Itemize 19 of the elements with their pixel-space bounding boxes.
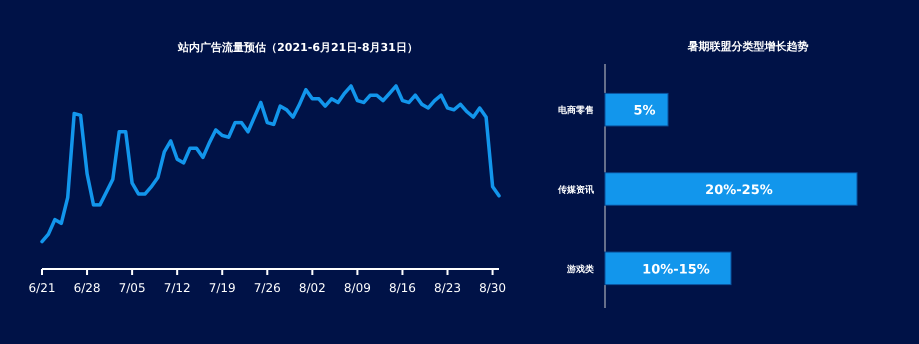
x-tick-label: 8/09 [344,281,371,295]
x-tick-label: 8/30 [479,281,506,295]
chart-title: 暑期联盟分类型增长趋势 [686,40,808,53]
x-tick-label: 8/02 [298,281,326,295]
x-tick-label: 7/05 [118,281,146,295]
data-label: 20%-25% [705,183,773,198]
x-tick-label: 7/19 [208,281,236,295]
x-tick-label: 8/16 [388,281,416,295]
x-tick-label: 7/12 [164,281,191,295]
x-tick-label: 8/23 [434,281,461,295]
x-tick-label: 7/26 [254,281,281,295]
data-label: 5% [633,104,656,119]
data-label: 10%-15% [642,262,710,278]
x-tick-label: 6/28 [74,281,101,295]
chart-title: 站内广告流量预估（2021-6月21日-8月31日） [177,41,418,54]
y-tick-label: 游戏类 [566,264,594,275]
y-tick-label: 电商零售 [558,105,594,116]
y-tick-label: 传媒资讯 [557,184,594,196]
x-tick-label: 6/21 [28,281,56,295]
